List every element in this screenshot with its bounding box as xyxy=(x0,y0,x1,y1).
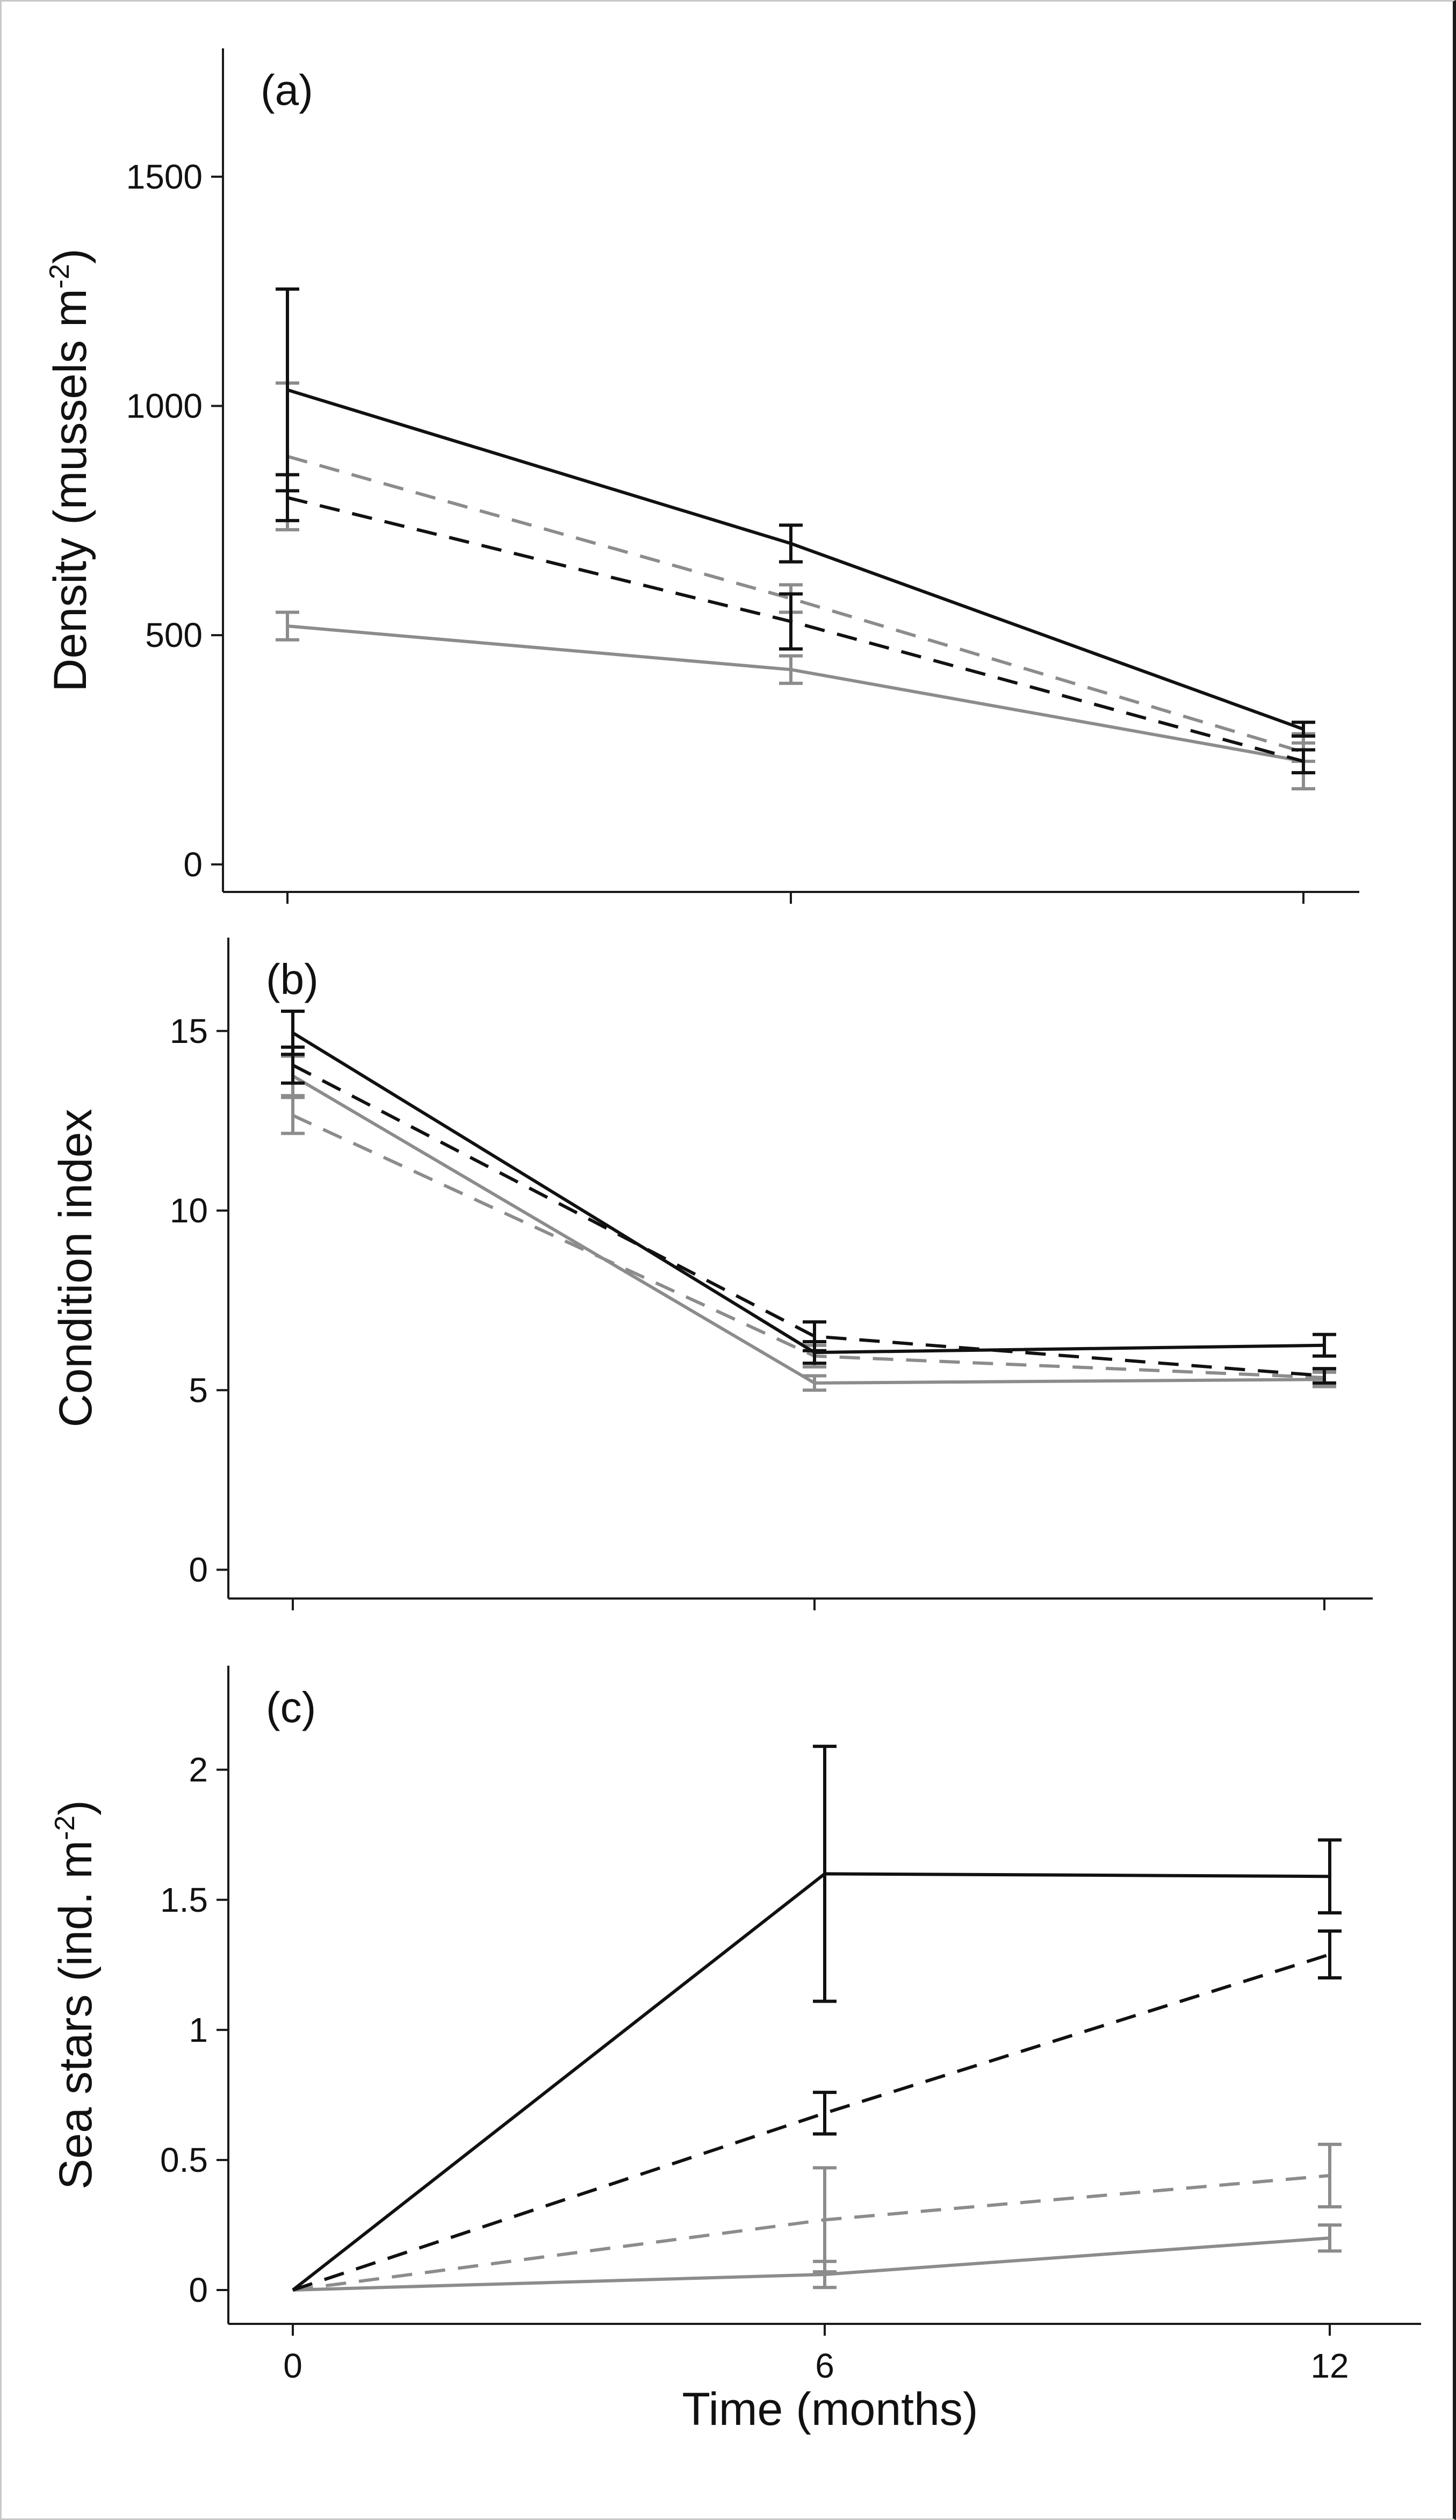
panel-3: 0 0.5 1 1.5 2 0 6 12 (c) Sea stars (ind. m-2) xyxy=(49,1666,1421,2385)
y-axis-title-suffix: ) xyxy=(45,248,96,264)
series-line xyxy=(292,1114,1325,1379)
series-grey-solid xyxy=(281,1054,1336,1392)
x-tick-label: 6 xyxy=(815,2346,834,2385)
y-axis-title: Sea stars (ind. m-2) xyxy=(49,1800,102,2190)
series-line xyxy=(292,1074,1325,1385)
y-tick-label: 500 xyxy=(145,616,203,654)
series-black-solid xyxy=(276,287,1315,738)
series-line xyxy=(287,496,1304,763)
y-axis-title-text: Density (mussels m xyxy=(45,289,96,692)
series-line xyxy=(292,1063,1325,1378)
series-black-dashed xyxy=(292,1929,1342,2292)
y-tick-label: 10 xyxy=(170,1191,208,1230)
series-line xyxy=(287,388,1304,731)
series-grey-solid xyxy=(292,2223,1342,2292)
series-grey-solid xyxy=(276,610,1315,791)
y-axis-title-text: Condition index xyxy=(50,1109,102,1428)
y-tick-label: 1 xyxy=(189,2011,208,2049)
series-line xyxy=(287,455,1304,754)
y-axis-title-suffix: ) xyxy=(50,1800,102,1816)
y-axis-title-superscript: -2 xyxy=(49,1816,81,1840)
y-tick-label: 0 xyxy=(189,2271,208,2309)
panel-1: 0 500 1000 1500 (a) Density (mussels m-2) xyxy=(44,48,1359,904)
y-tick-label: 0 xyxy=(189,1551,208,1589)
series-black-solid xyxy=(292,1745,1342,2292)
y-tick-label: 1500 xyxy=(126,157,203,196)
series-line xyxy=(292,1872,1330,2292)
x-tick-label: 12 xyxy=(1310,2346,1349,2385)
panel-label: (c) xyxy=(266,1683,316,1731)
series-black-solid xyxy=(281,1010,1336,1365)
panel-label: (a) xyxy=(261,66,313,114)
series-line xyxy=(292,2174,1330,2292)
y-tick-label: 1000 xyxy=(126,387,203,426)
y-tick-label: 0.5 xyxy=(160,2141,208,2179)
y-axis-title-text: Sea stars (ind. m xyxy=(50,1840,102,2190)
y-tick-label: 5 xyxy=(189,1371,208,1409)
x-tick-label: 0 xyxy=(283,2346,302,2385)
y-axis-title: Condition index xyxy=(50,1109,102,1428)
y-tick-label: 0 xyxy=(183,845,203,884)
y-axis-title-superscript: -2 xyxy=(44,264,75,289)
x-axis-title: Time (months) xyxy=(682,2384,978,2435)
panel-label: (b) xyxy=(266,955,319,1003)
y-tick-label: 2 xyxy=(189,1751,208,1789)
series-black-dashed xyxy=(276,473,1315,775)
series-grey-dashed xyxy=(292,2142,1342,2292)
series-line xyxy=(292,1953,1330,2292)
series-grey-dashed xyxy=(276,381,1315,763)
series-line xyxy=(292,2236,1330,2292)
series-line xyxy=(287,624,1304,763)
series-black-dashed xyxy=(281,1045,1336,1385)
y-tick-label: 15 xyxy=(170,1012,208,1050)
y-axis-title: Density (mussels m-2) xyxy=(44,248,96,692)
y-tick-label: 1.5 xyxy=(160,1881,208,1919)
panel-2: 0 5 10 15 (b) Condition index xyxy=(50,938,1373,1610)
series-line xyxy=(292,1031,1325,1355)
